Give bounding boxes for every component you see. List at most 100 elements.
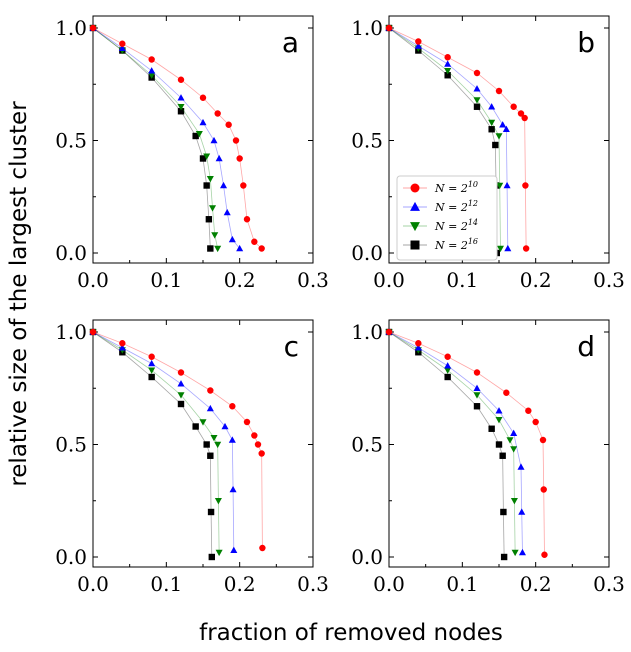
- legend-entry: N = 214: [403, 218, 478, 233]
- legend-marker: [410, 240, 420, 250]
- series-line: [92, 331, 263, 549]
- panel-d: 0.0 0.1 0.2 0.3 0.0 0.5 1.0 d: [351, 319, 625, 596]
- data-point: [415, 340, 422, 347]
- data-point: [496, 182, 504, 190]
- data-point: [177, 104, 185, 111]
- data-point: [177, 392, 185, 399]
- data-point: [488, 126, 495, 133]
- legend-box: [396, 175, 498, 261]
- data-point: [118, 44, 126, 51]
- data-point: [199, 118, 207, 126]
- y-tick-label: 0.0: [351, 241, 383, 265]
- data-point: [444, 60, 452, 67]
- y-tick-label: 1.0: [351, 16, 383, 40]
- x-tick-label: 0.2: [520, 572, 552, 596]
- data-point: [223, 208, 231, 216]
- series-triangle-up: [385, 328, 526, 556]
- data-point: [229, 403, 236, 410]
- data-point: [177, 400, 185, 408]
- y-tick-label: 1.0: [55, 320, 87, 344]
- data-point: [444, 362, 452, 369]
- data-point: [214, 245, 222, 253]
- data-point: [518, 548, 526, 556]
- data-point: [473, 369, 481, 376]
- panel-a: 0.0 0.1 0.2 0.3 0.0 0.5 1.0 a: [55, 15, 329, 292]
- x-tick-label: 0.1: [446, 572, 478, 596]
- series-line: [92, 27, 240, 249]
- data-point: [444, 373, 451, 381]
- data-point: [258, 450, 265, 457]
- data-point: [210, 435, 218, 442]
- data-point: [225, 121, 232, 128]
- x-tick-label: 0.1: [446, 268, 478, 292]
- data-point: [495, 441, 503, 448]
- data-point: [215, 549, 223, 557]
- series-line: [388, 331, 523, 553]
- legend-label: N = 210: [434, 180, 478, 195]
- panel-letter: d: [577, 330, 595, 363]
- x-tick-label: 0.3: [593, 268, 625, 292]
- y-tick-label: 1.0: [55, 16, 87, 40]
- data-point: [205, 216, 213, 223]
- y-tick-label: 0.5: [351, 433, 383, 457]
- data-point: [254, 441, 262, 448]
- x-tick-label: 0.3: [297, 268, 329, 292]
- data-point: [521, 114, 528, 122]
- series-circle: [89, 24, 265, 252]
- series-line: [92, 331, 235, 551]
- data-point: [385, 24, 393, 32]
- data-point: [221, 422, 229, 430]
- data-point: [510, 103, 517, 110]
- data-point: [236, 155, 243, 162]
- y-tick-label: 0.5: [55, 129, 87, 153]
- data-point: [504, 244, 512, 252]
- data-point: [506, 437, 514, 444]
- series-circle: [385, 328, 548, 558]
- data-point: [488, 425, 495, 432]
- data-point: [473, 69, 481, 77]
- data-point: [243, 216, 251, 223]
- data-point: [89, 24, 97, 32]
- legend-entry: N = 212: [403, 199, 478, 214]
- data-point: [444, 367, 452, 374]
- data-point: [177, 369, 185, 376]
- data-point: [206, 404, 214, 412]
- data-point: [206, 176, 214, 183]
- panel-c: 0.0 0.1 0.2 0.3 0.0 0.5 1.0 c: [55, 319, 329, 596]
- data-point: [517, 463, 525, 470]
- legend-label: N = 216: [434, 237, 478, 252]
- data-point: [199, 419, 207, 426]
- data-point: [500, 553, 508, 561]
- data-point: [525, 407, 532, 414]
- data-point: [89, 328, 97, 336]
- data-point: [148, 359, 156, 367]
- plot-frame: [92, 319, 314, 568]
- panel-letter: c: [284, 330, 299, 363]
- data-point: [148, 353, 155, 360]
- data-point: [232, 137, 240, 144]
- data-point: [228, 436, 236, 443]
- data-point: [192, 423, 199, 430]
- data-point: [214, 110, 221, 117]
- data-point: [177, 380, 185, 387]
- data-point: [203, 182, 210, 189]
- data-point: [444, 72, 451, 79]
- data-point: [240, 182, 247, 189]
- legend-marker: [410, 201, 420, 211]
- data-point: [243, 418, 251, 426]
- x-axis-label: fraction of removed nodes: [199, 620, 503, 646]
- data-point: [500, 508, 507, 516]
- data-point: [215, 154, 223, 162]
- data-point: [207, 452, 214, 459]
- data-point: [214, 441, 222, 449]
- data-point: [207, 387, 214, 394]
- y-tick-label: 0.5: [351, 129, 383, 153]
- series-triangle-up: [89, 24, 244, 252]
- panel-letter: a: [282, 26, 299, 59]
- data-point: [499, 452, 506, 459]
- data-point: [229, 485, 237, 493]
- data-point: [211, 232, 219, 239]
- data-point: [208, 553, 215, 561]
- data-point: [499, 121, 507, 128]
